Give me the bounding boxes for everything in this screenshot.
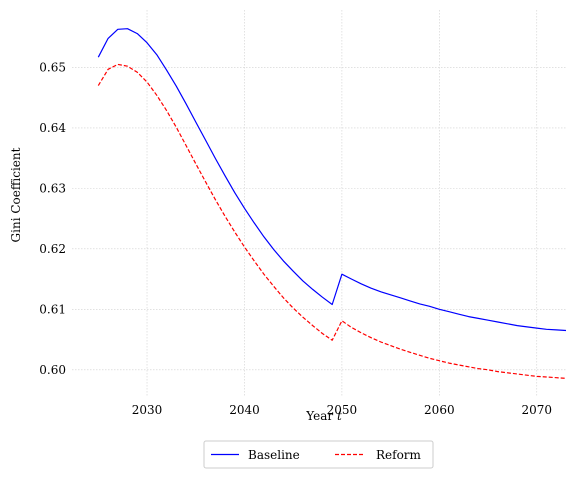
x-tick-label: 2070 [521,403,552,417]
legend-box [203,440,434,469]
x-tick-label: 2050 [327,403,358,417]
y-tick-label: 0.64 [39,121,66,135]
legend-label-baseline: Baseline [248,448,300,462]
x-axis-label-variable: t [337,409,342,423]
grid-lines [72,10,566,397]
y-tick-label: 0.62 [39,242,66,256]
legend: Baseline Reform [203,440,434,469]
series-lines [97,28,567,379]
series-line-baseline [97,28,567,332]
y-tick-label: 0.63 [39,181,66,195]
y-tick-label: 0.65 [39,60,66,74]
x-axis-label-text: Year [305,409,333,423]
y-tick-labels: 0.60 0.61 0.62 0.63 0.64 0.65 [39,60,66,376]
x-axis-label: Year t [305,409,342,423]
y-tick-label: 0.60 [39,363,66,377]
y-axis-label: Gini Coefficient [9,147,23,242]
x-tick-label: 2060 [424,403,455,417]
series-line-reform [97,63,567,379]
x-tick-label: 2040 [229,403,260,417]
x-tick-label: 2030 [132,403,163,417]
y-tick-label: 0.61 [39,302,66,316]
legend-label-reform: Reform [376,448,422,462]
x-tick-labels: 2030 2040 2050 2060 2070 [132,403,552,417]
